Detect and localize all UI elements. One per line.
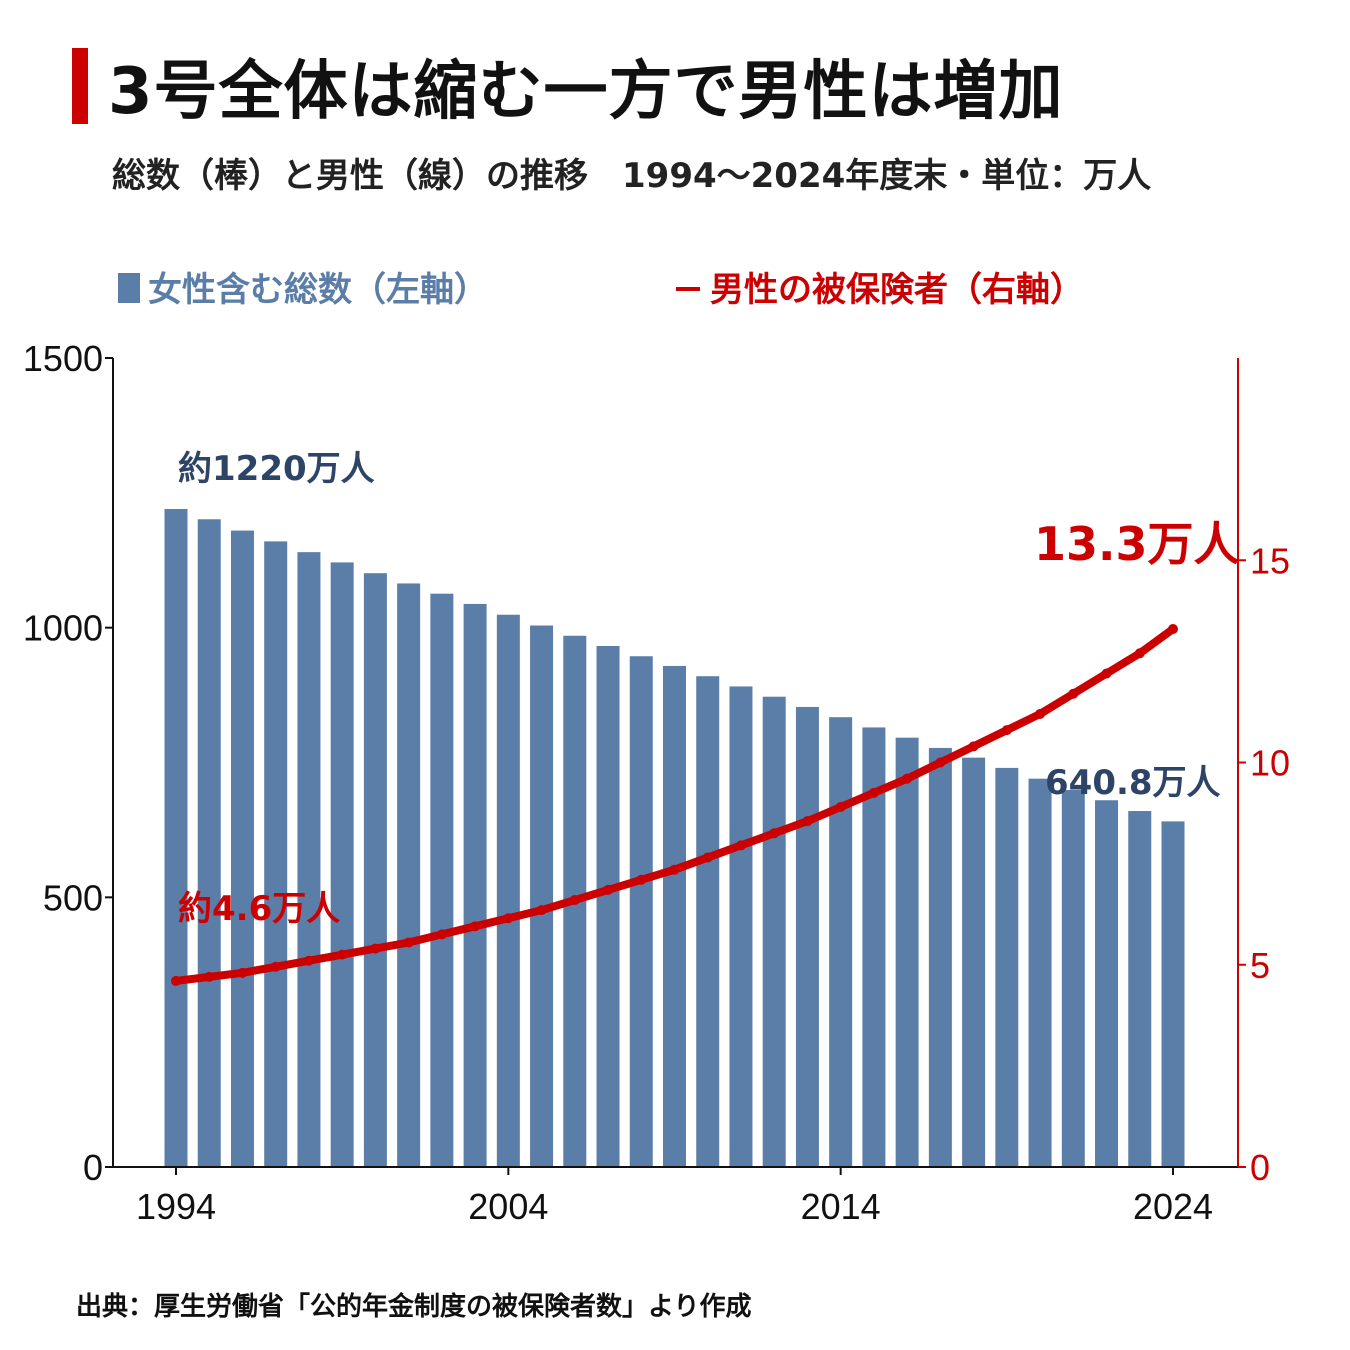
title-accent-bar bbox=[72, 48, 88, 124]
bar bbox=[962, 757, 986, 1167]
legend-line-swatch bbox=[676, 287, 700, 291]
bar bbox=[1028, 778, 1052, 1167]
bar bbox=[762, 696, 786, 1167]
line-point bbox=[802, 816, 813, 827]
line-point bbox=[1035, 708, 1046, 719]
page-subtitle: 総数（棒）と男性（線）の推移 1994〜2024年度末・単位：万人 bbox=[112, 156, 1152, 196]
bar bbox=[530, 625, 554, 1167]
line-point bbox=[237, 967, 248, 978]
line-point bbox=[1134, 648, 1145, 659]
bar-last-label: 640.8万人 bbox=[1045, 763, 1221, 803]
right-tick-label: 5 bbox=[1250, 945, 1270, 986]
bar bbox=[230, 530, 254, 1167]
line-point bbox=[536, 905, 547, 916]
legend-bars-label: 女性含む総数（左軸） bbox=[148, 270, 488, 310]
line-point bbox=[603, 884, 614, 895]
line-point bbox=[204, 971, 215, 982]
legend-bars: 女性含む総数（左軸） bbox=[118, 262, 488, 311]
line-point bbox=[735, 840, 746, 851]
bar bbox=[363, 573, 387, 1167]
line-group bbox=[171, 624, 1178, 986]
bar-group bbox=[164, 509, 1185, 1168]
bar bbox=[264, 541, 288, 1167]
line-point bbox=[171, 975, 181, 986]
line-point bbox=[1101, 668, 1112, 679]
legend-bar-swatch bbox=[118, 273, 140, 303]
source-note: 出典：厚生労働省「公的年金制度の被保険者数」より作成 bbox=[76, 1292, 752, 1322]
bar bbox=[862, 727, 886, 1167]
line-point bbox=[968, 741, 979, 752]
bar bbox=[330, 562, 354, 1167]
line-point bbox=[669, 864, 680, 875]
line-point bbox=[835, 801, 846, 812]
left-tick-label: 1500 bbox=[23, 338, 103, 379]
line-point bbox=[370, 943, 381, 954]
line-point bbox=[303, 955, 314, 966]
line-point bbox=[769, 828, 780, 839]
line-point bbox=[935, 757, 946, 768]
bar-first-label: 約1220万人 bbox=[178, 449, 375, 489]
legend-line-label: 男性の被保険者（右軸） bbox=[710, 270, 1084, 310]
line-point bbox=[470, 921, 481, 932]
right-tick-label: 0 bbox=[1250, 1147, 1270, 1188]
line-point bbox=[1001, 725, 1012, 736]
x-tick-label: 2024 bbox=[1133, 1186, 1213, 1227]
bar bbox=[463, 603, 487, 1167]
bar bbox=[496, 614, 520, 1167]
left-tick-label: 0 bbox=[83, 1147, 103, 1188]
x-tick-label: 2004 bbox=[468, 1186, 548, 1227]
bar bbox=[995, 767, 1019, 1167]
axes-group: 0 500 1000 1500 0 5 10 15 1994 2004 2014 2024 bbox=[23, 338, 1290, 1227]
bar bbox=[397, 583, 421, 1167]
bar bbox=[297, 552, 321, 1167]
bar bbox=[895, 737, 919, 1167]
line-point bbox=[403, 937, 414, 948]
bar bbox=[795, 706, 819, 1167]
bar bbox=[696, 676, 720, 1167]
page-title: 3号全体は縮む一方で男性は増加 bbox=[108, 55, 1064, 129]
left-tick-label: 500 bbox=[43, 877, 103, 918]
x-tick-label: 2014 bbox=[801, 1186, 881, 1227]
bar bbox=[1061, 790, 1085, 1167]
line-point bbox=[902, 773, 913, 784]
line-point bbox=[868, 787, 879, 798]
line-point bbox=[503, 913, 514, 924]
line-first-label: 約4.6万人 bbox=[178, 889, 340, 929]
line-point bbox=[337, 949, 348, 960]
bar bbox=[1128, 811, 1152, 1167]
bar bbox=[164, 509, 188, 1168]
line-point bbox=[1168, 624, 1178, 635]
bar bbox=[1161, 821, 1185, 1167]
line-point bbox=[636, 874, 647, 885]
right-tick-label: 15 bbox=[1250, 540, 1290, 581]
line-last-label: 13.3万人 bbox=[1034, 517, 1240, 571]
bar bbox=[729, 686, 753, 1167]
bar bbox=[430, 593, 454, 1167]
left-tick-label: 1000 bbox=[23, 608, 103, 649]
line-point bbox=[436, 929, 447, 940]
bar bbox=[197, 519, 221, 1167]
bar bbox=[829, 717, 853, 1167]
bar bbox=[663, 665, 686, 1167]
line-point bbox=[1068, 688, 1079, 699]
right-tick-label: 10 bbox=[1250, 743, 1290, 784]
bar bbox=[1095, 800, 1119, 1167]
bar bbox=[629, 656, 653, 1167]
x-tick-label: 1994 bbox=[136, 1186, 216, 1227]
legend-line: 男性の被保険者（右軸） bbox=[676, 262, 1084, 311]
line-point bbox=[270, 961, 281, 972]
bar bbox=[596, 646, 620, 1167]
line-point bbox=[569, 895, 580, 906]
line-point bbox=[702, 852, 713, 863]
bar bbox=[928, 747, 952, 1167]
